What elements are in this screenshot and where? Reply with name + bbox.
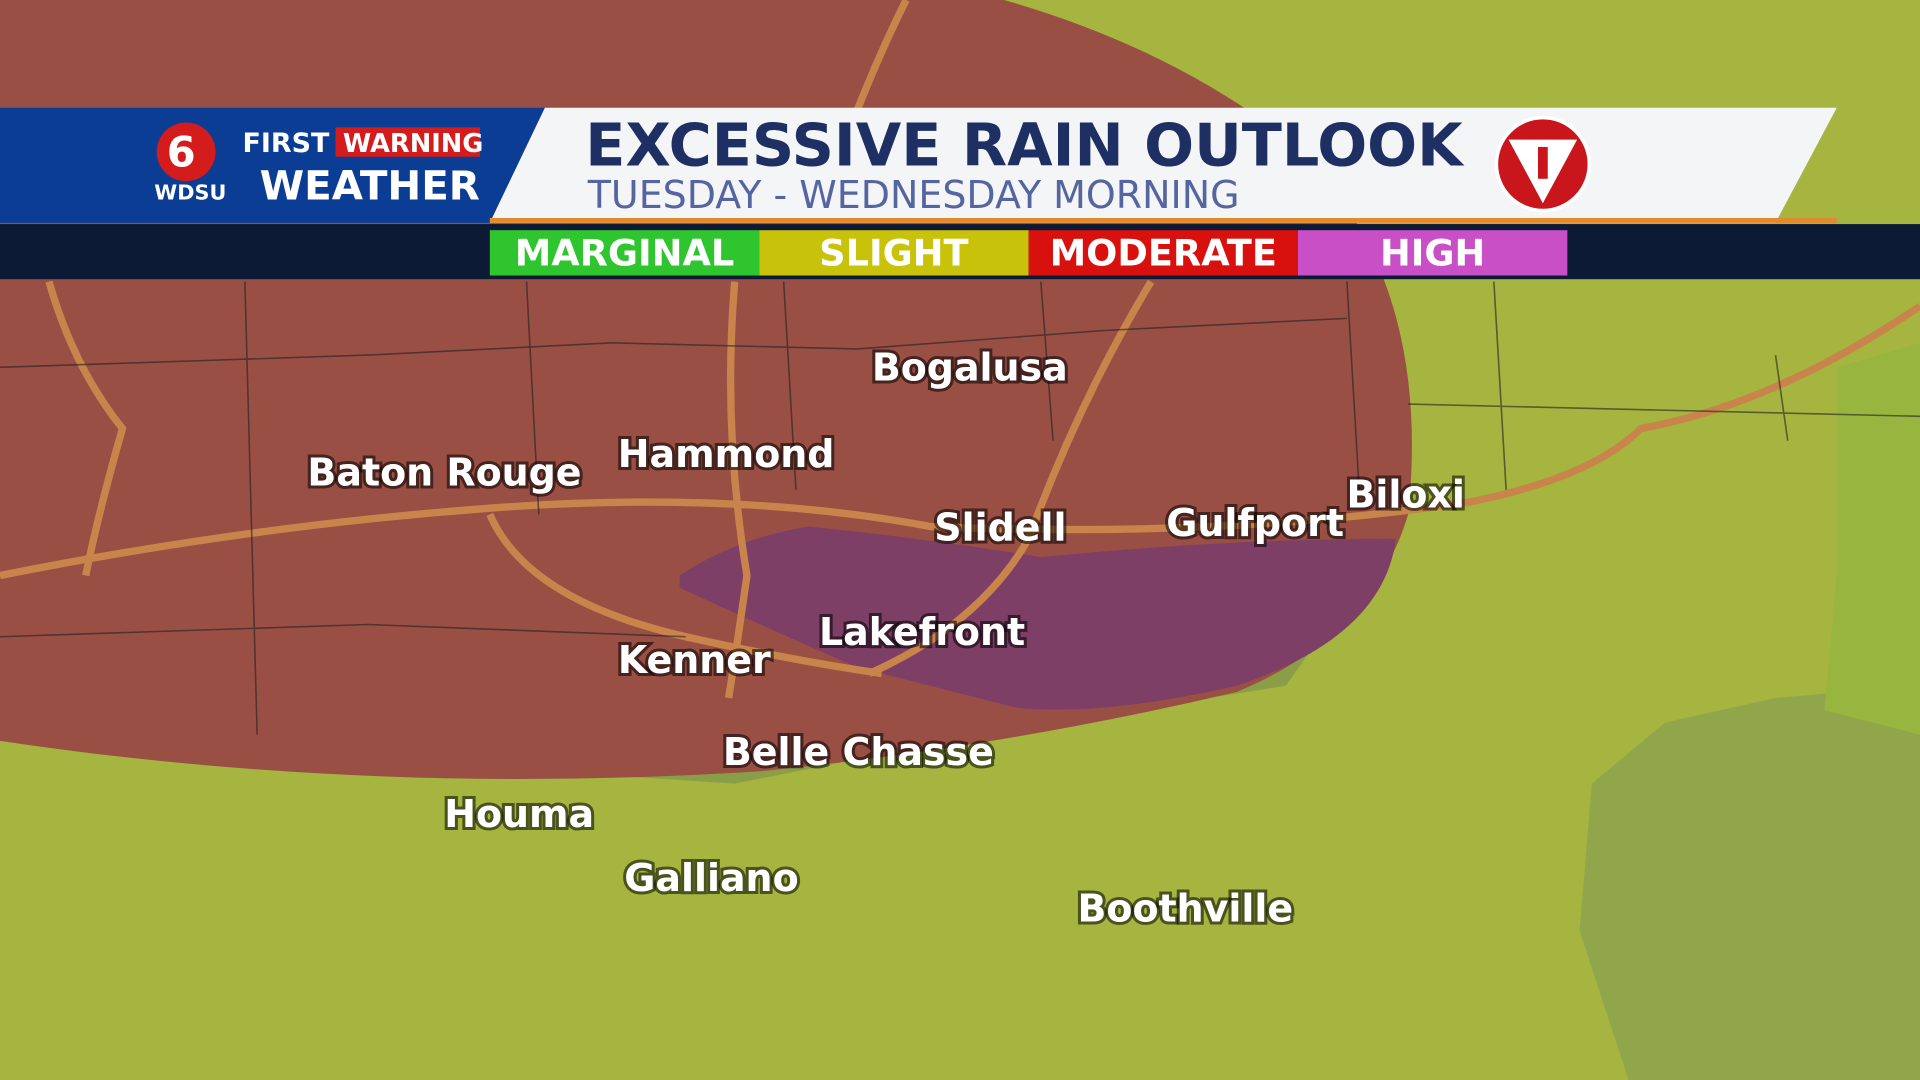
city-label: Slidell — [934, 506, 1066, 550]
city-label: Kenner — [618, 638, 771, 682]
legend-label: SLIGHT — [819, 232, 968, 275]
city-label: Belle Chasse — [723, 730, 994, 774]
logo-warning-box — [335, 127, 480, 157]
logo-first: FIRST — [242, 128, 330, 159]
legend-swatch — [489, 230, 760, 276]
title-banner — [489, 107, 1837, 223]
city-label: Houma — [444, 792, 594, 836]
city-label: Boothville — [1077, 887, 1293, 931]
legend-swatch — [1028, 230, 1298, 276]
city-labels: Bogalusa Hammond Baton Rouge Slidell Gulfpor… — [304, 342, 1468, 933]
city-label: Biloxi — [1346, 473, 1464, 517]
legend-swatch — [1297, 230, 1568, 276]
city-label: Galliano — [624, 856, 798, 900]
warning-bang — [1537, 146, 1548, 179]
legend: MARGINAL SLIGHT MODERATE HIGH — [489, 230, 1568, 276]
city-label: Gulfport — [1166, 501, 1344, 545]
city-label: Bogalusa — [872, 345, 1068, 389]
logo-warning: WARNING — [343, 129, 484, 159]
logo-circle — [156, 122, 216, 182]
subtitle: TUESDAY - WEDNESDAY MORNING — [587, 173, 1240, 217]
legend-swatch — [759, 230, 1029, 276]
legend-label: MODERATE — [1050, 232, 1277, 275]
county-lines — [0, 281, 1920, 735]
high-area — [679, 526, 1396, 710]
logo-weather: WEATHER — [260, 162, 480, 210]
logo-station: WDSU — [154, 181, 226, 205]
legend-label: MARGINAL — [515, 232, 735, 275]
roads — [0, 0, 1920, 699]
city-label: Baton Rouge — [307, 451, 581, 495]
city-label: Hammond — [618, 432, 835, 476]
title: EXCESSIVE RAIN OUTLOOK — [585, 110, 1465, 179]
city-label: Lakefront — [819, 610, 1025, 654]
logo-number: 6 — [167, 128, 196, 177]
legend-label: HIGH — [1380, 232, 1485, 275]
banner-accent — [489, 217, 1837, 223]
